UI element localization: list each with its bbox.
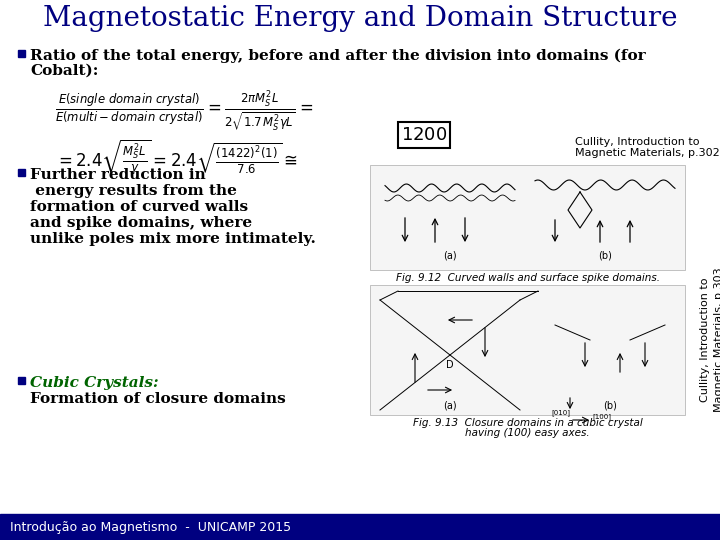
- Bar: [555, 325, 665, 395]
- Text: $1200$: $1200$: [401, 126, 447, 144]
- Text: $\frac{E(\mathit{single\ domain\ crystal})}{E(\mathit{multi-domain\ crystal})} =: $\frac{E(\mathit{single\ domain\ crystal…: [55, 90, 313, 134]
- Text: Further reduction in: Further reduction in: [30, 168, 206, 182]
- Text: Ratio of the total energy, before and after the division into domains (for: Ratio of the total energy, before and af…: [30, 49, 646, 63]
- Text: Fig. 9.12  Curved walls and surface spike domains.: Fig. 9.12 Curved walls and surface spike…: [395, 273, 660, 283]
- Text: (a): (a): [444, 400, 456, 410]
- Bar: [0, 514, 720, 540]
- Text: and spike domains, where: and spike domains, where: [30, 216, 252, 230]
- Text: Magnetic Materials, p.302: Magnetic Materials, p.302: [575, 148, 720, 158]
- Bar: [18, 376, 25, 383]
- Text: [100]: [100]: [592, 413, 611, 420]
- Bar: [370, 165, 685, 270]
- Text: unlike poles mix more intimately.: unlike poles mix more intimately.: [30, 232, 316, 246]
- Text: Magnetostatic Energy and Domain Structure: Magnetostatic Energy and Domain Structur…: [42, 5, 678, 32]
- Text: Introdução ao Magnetismo  -  UNICAMP 2015: Introdução ao Magnetismo - UNICAMP 2015: [10, 521, 291, 534]
- Bar: [18, 50, 25, 57]
- Bar: [398, 122, 450, 148]
- Text: Formation of closure domains: Formation of closure domains: [30, 392, 286, 406]
- Text: Cullity, Introduction to
Magnetic Materials, p.303: Cullity, Introduction to Magnetic Materi…: [701, 268, 720, 413]
- Bar: [380, 300, 520, 410]
- Text: Cullity, Introduction to: Cullity, Introduction to: [575, 137, 700, 147]
- Text: Fig. 9.13  Closure domains in a cubic crystal: Fig. 9.13 Closure domains in a cubic cry…: [413, 418, 642, 428]
- Text: $= 2.4\sqrt{\frac{M_S^2 L}{\gamma}} = 2.4\sqrt{\frac{(1422)^2(1)}{7.6}} \cong$: $= 2.4\sqrt{\frac{M_S^2 L}{\gamma}} = 2.…: [55, 138, 298, 177]
- Text: energy results from the: energy results from the: [30, 184, 237, 198]
- Text: (b): (b): [603, 400, 617, 410]
- Text: formation of curved walls: formation of curved walls: [30, 200, 248, 214]
- Text: Cubic Crystals:: Cubic Crystals:: [30, 376, 158, 390]
- Text: having (100) easy axes.: having (100) easy axes.: [465, 428, 590, 438]
- Text: Cobalt):: Cobalt):: [30, 64, 99, 78]
- Text: (a): (a): [444, 250, 456, 260]
- Bar: [18, 168, 25, 176]
- Text: [010]: [010]: [551, 409, 570, 416]
- Text: (b): (b): [598, 250, 612, 260]
- Bar: [370, 285, 685, 415]
- Text: D: D: [446, 360, 454, 370]
